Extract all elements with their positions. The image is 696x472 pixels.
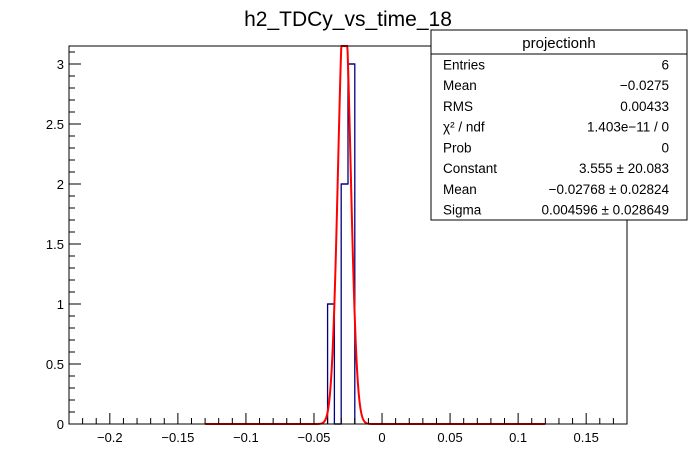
stats-row-label: RMS <box>443 99 473 114</box>
x-tick-label: −0.2 <box>97 430 123 445</box>
x-tick-label: −0.15 <box>161 430 194 445</box>
stats-box: projectionh Entries 6 Mean −0.0275 RMS 0.00433… <box>430 29 688 221</box>
x-tick-label: −0.1 <box>233 430 259 445</box>
y-tick-label: 1 <box>57 297 64 312</box>
y-tick-label: 0 <box>57 417 64 432</box>
stats-row-label: Mean <box>443 182 477 197</box>
y-tick-label: 2.5 <box>46 117 64 132</box>
axes: −0.2 −0.15 −0.1 −0.05 0 0.05 0.1 0.15 0 0.5 1 1.5 2 2… <box>46 45 628 445</box>
stats-row-value: 1.403e−11 / 0 <box>587 120 669 135</box>
stats-row-value: 0.004596 ± 0.028649 <box>541 203 669 218</box>
plot-frame <box>68 45 628 425</box>
stats-row-value: 3.555 ± 20.083 <box>579 161 669 176</box>
x-tick-label: 0.05 <box>437 430 462 445</box>
stats-box-title: projectionh <box>522 35 595 52</box>
stats-box-frame <box>430 29 688 221</box>
stats-row-label: χ² / ndf <box>443 120 485 135</box>
stats-row-value: 6 <box>661 57 669 72</box>
stats-row-value: 0 <box>661 140 669 155</box>
stats-row-label: Sigma <box>443 203 482 218</box>
x-tick-label: 0.1 <box>509 430 527 445</box>
x-tick-label: 0 <box>378 430 385 445</box>
x-tick-label: −0.05 <box>298 430 331 445</box>
stats-row-label: Constant <box>443 161 497 176</box>
stats-row-label: Mean <box>443 78 477 93</box>
chart-title: h2_TDCy_vs_time_18 <box>244 8 452 31</box>
y-tick-label: 3 <box>57 57 64 72</box>
stats-row-value: −0.02768 ± 0.02824 <box>549 182 670 197</box>
y-tick-label: 0.5 <box>46 357 64 372</box>
stats-row-value: 0.00433 <box>620 99 669 114</box>
stats-row-value: −0.0275 <box>620 78 669 93</box>
stats-row-label: Entries <box>443 57 485 72</box>
stats-row-label: Prob <box>443 140 472 155</box>
y-tick-label: 2 <box>57 177 64 192</box>
y-tick-label: 1.5 <box>46 237 64 252</box>
x-tick-label: 0.15 <box>574 430 599 445</box>
